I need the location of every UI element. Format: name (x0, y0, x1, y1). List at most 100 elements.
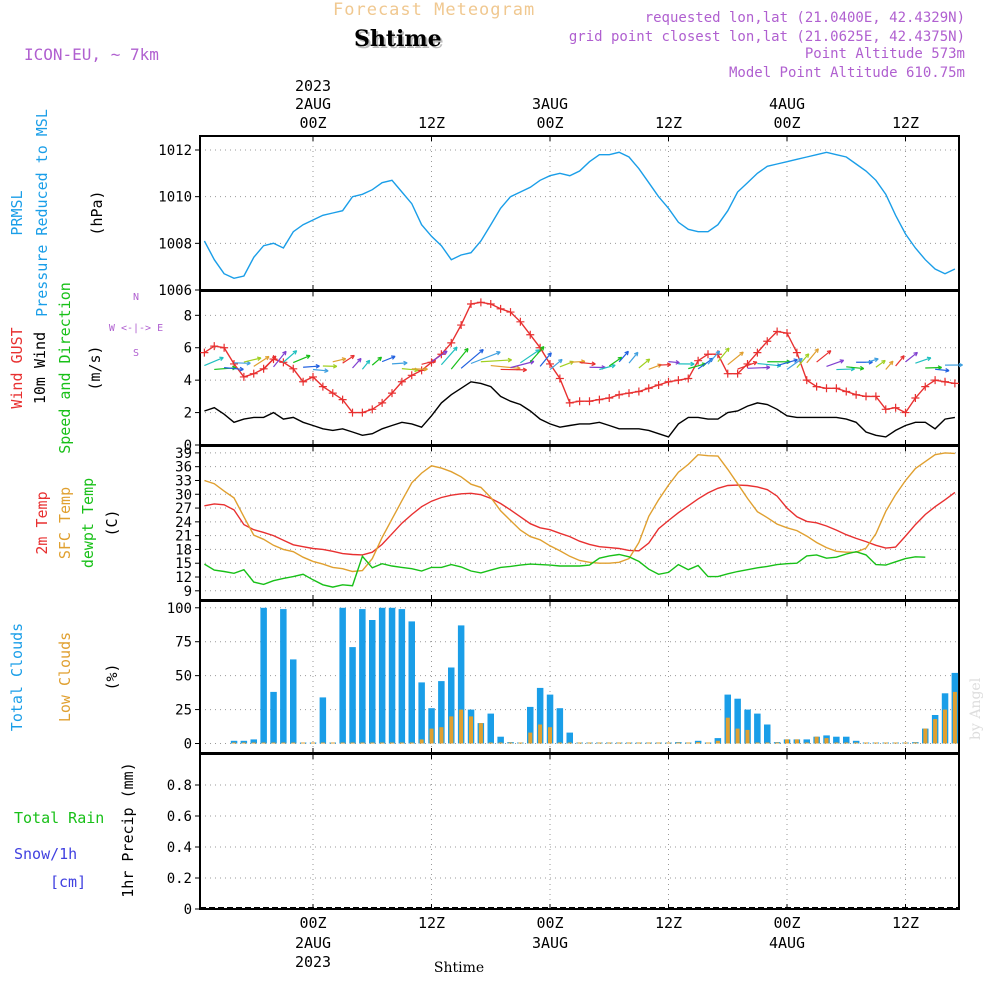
wind-arrow-head (666, 362, 672, 368)
gust-marker (397, 377, 406, 386)
y-tick-label: 0 (184, 902, 192, 918)
bottom-date-label: 3AUG (532, 934, 568, 952)
wind-arrow (579, 361, 596, 365)
wind-arrow-head (881, 359, 886, 365)
top-time-label: 00Z (773, 114, 800, 132)
y-tick-label: 0 (184, 438, 192, 454)
gust-marker (684, 374, 693, 383)
wind-arrow-head (377, 356, 383, 362)
wind-arrow-head (793, 358, 798, 363)
wind-arrow (303, 365, 320, 368)
top-time-label: 12Z (655, 114, 682, 132)
total-cloud-bar (290, 659, 297, 744)
pressure-frame (199, 135, 960, 291)
gust-marker (783, 329, 791, 338)
wind-arrow-head (547, 352, 552, 357)
low-cloud-bar (597, 742, 602, 744)
low-cloud-bar (696, 742, 701, 744)
wind-arrow-head (391, 355, 396, 360)
wind-unit: (m/s) (86, 345, 104, 390)
y-tick-label: 75 (175, 635, 192, 651)
low-cloud-bar (715, 740, 720, 744)
top-date-label: 4AUG (769, 95, 805, 113)
gust-marker (832, 384, 841, 393)
pressure-prmsl-line (203, 151, 956, 280)
wind-arrow-head (690, 361, 695, 367)
y-tick-label: 25 (175, 703, 192, 719)
gust-marker (546, 359, 554, 368)
gust-marker (634, 387, 643, 396)
wind-arrow-head (365, 359, 371, 365)
low-cloud-bar (419, 739, 424, 744)
low-cloud-bar (824, 738, 829, 744)
wind-arrow-head (341, 357, 347, 362)
clouds-unit: (%) (103, 663, 121, 690)
total-cloud-bar (527, 706, 534, 744)
wind-arrow-head (423, 366, 428, 372)
wind-arrow (737, 361, 758, 370)
snow-label: Snow/1h (14, 845, 77, 863)
top-date-label: 2AUG (295, 95, 331, 113)
gust-marker (941, 377, 949, 386)
gust-marker (565, 398, 574, 407)
gust-marker (773, 327, 782, 336)
low-cloud-bar (469, 716, 473, 744)
bottom-time-label: 12Z (655, 914, 682, 932)
low-cloud-bar (330, 742, 335, 744)
y-tick-label: 0.2 (167, 871, 192, 887)
temperature-2m-temp-line (204, 484, 956, 556)
gust-marker (733, 369, 742, 378)
low-cloud-bar (439, 727, 444, 744)
wind-arrow-head (624, 350, 629, 356)
total-cloud-bar (497, 736, 504, 744)
total-cloud-bar (388, 607, 396, 744)
wind-arrow-head (804, 353, 810, 358)
wind-arrow-head (282, 350, 287, 356)
gust-marker (210, 342, 219, 351)
low-cloud-bar (834, 742, 839, 744)
gust-marker (467, 299, 475, 308)
total-cloud-bar (418, 682, 425, 744)
wind-arrow (875, 359, 886, 368)
y-tick-label: 39 (175, 446, 192, 462)
gust-marker (368, 405, 377, 414)
gust-marker (328, 389, 337, 398)
wind-arrow (776, 359, 798, 367)
total-cloud-bar (428, 708, 435, 744)
chart-title: Forecast Meteogram (333, 0, 536, 20)
wind-arrow-head (403, 360, 408, 366)
wind-arrow-head (645, 358, 651, 364)
y-tick-label: 0.6 (167, 809, 192, 825)
wind-arrow-head (239, 366, 244, 372)
total-cloud-bar (536, 687, 544, 744)
bottom-year-label: 2023 (295, 953, 331, 971)
low-cloud-bar (775, 742, 780, 744)
gust-marker (555, 374, 564, 383)
wind-arrow (421, 360, 436, 365)
wind-arrow (293, 355, 311, 364)
y-tick-label: 18 (175, 542, 192, 558)
wind-arrow (747, 366, 770, 369)
wind-arrow (935, 368, 950, 372)
wind-arrow-head (256, 356, 262, 362)
gust-marker (309, 372, 317, 381)
temperature-sfc-temp-line (204, 452, 955, 573)
wind-arrow-head (306, 354, 311, 360)
low-cloud-bar (923, 728, 928, 744)
low-cloud-bar (340, 742, 345, 744)
total-cloud-bar (843, 736, 850, 744)
y-tick-label: 100 (167, 601, 192, 617)
gust-marker (704, 350, 712, 359)
top-time-label: 00Z (536, 114, 563, 132)
y-tick-label: 21 (175, 529, 192, 545)
y-tick-label: 0 (184, 737, 192, 753)
low-cloud-bar (360, 742, 365, 744)
wind-arrow-head (591, 361, 596, 367)
low-cloud-bar (281, 742, 286, 744)
low-cloud-bar (804, 742, 809, 744)
wind-gust-label: Wind GUST (8, 327, 26, 408)
wind-arrow (233, 362, 251, 364)
low-cloud-bar (676, 742, 681, 744)
total-cloud-bar (280, 609, 287, 744)
